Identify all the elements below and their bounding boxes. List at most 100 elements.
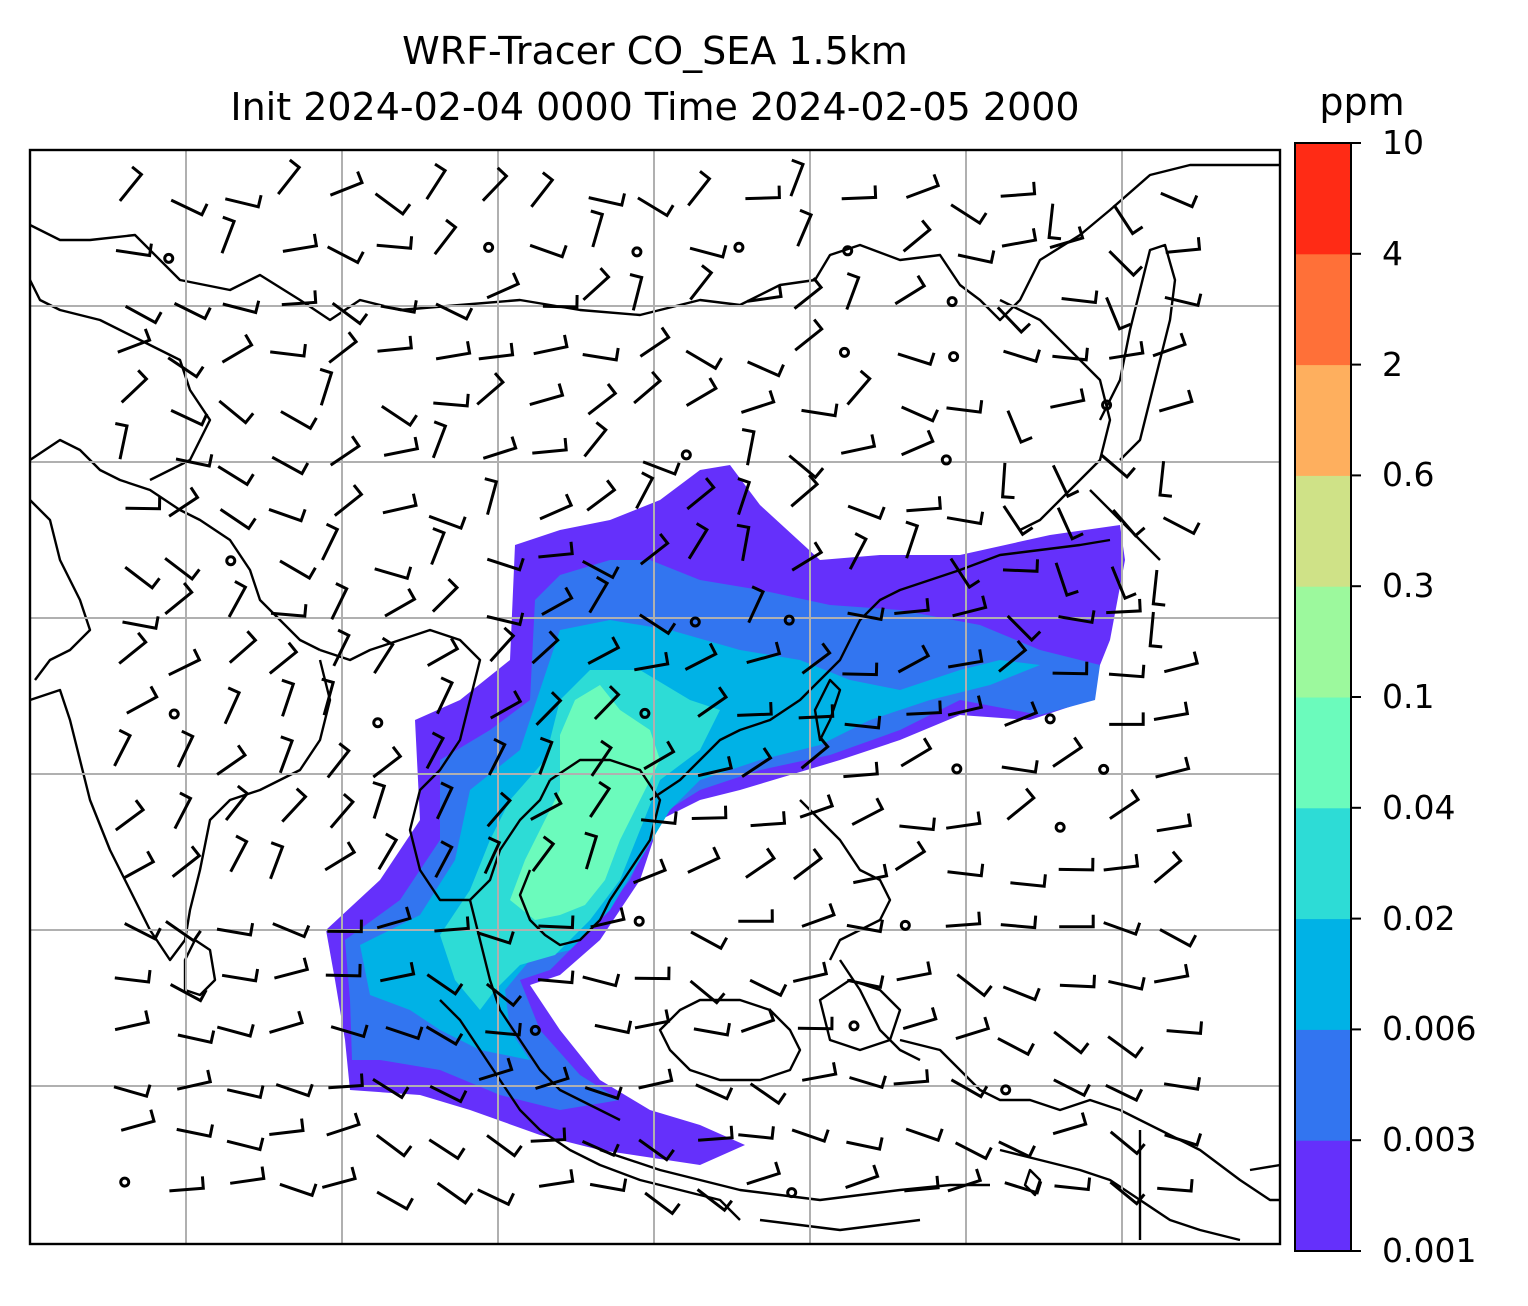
wind-barb bbox=[113, 728, 133, 767]
wind-barb bbox=[1061, 290, 1099, 305]
wind-barb bbox=[894, 840, 927, 872]
wind-barb bbox=[789, 158, 805, 197]
wind-barb bbox=[945, 911, 982, 928]
colorbar-tick-label: 0.04 bbox=[1382, 787, 1456, 827]
wind-barb bbox=[846, 919, 884, 934]
calm-wind-marker bbox=[838, 346, 850, 358]
wind-barb bbox=[533, 334, 569, 356]
calm-wind-marker bbox=[783, 614, 795, 626]
wind-barb bbox=[426, 973, 464, 996]
wind-barb bbox=[738, 1126, 775, 1140]
wind-barb bbox=[274, 957, 310, 980]
wind-barb bbox=[589, 780, 612, 818]
wind-barb bbox=[324, 841, 357, 872]
wind-barb bbox=[800, 736, 830, 770]
wind-barb bbox=[900, 405, 939, 423]
wind-barb bbox=[956, 973, 993, 998]
wind-barb bbox=[745, 185, 781, 201]
wind-barb bbox=[697, 1125, 734, 1142]
wind-barb bbox=[746, 641, 782, 665]
wind-barb bbox=[530, 792, 563, 821]
wind-barb bbox=[168, 486, 200, 518]
wind-barb bbox=[535, 691, 563, 726]
wind-barb bbox=[998, 1140, 1036, 1159]
wind-barb bbox=[1163, 1077, 1201, 1091]
wind-barb bbox=[897, 644, 931, 674]
wind-barb bbox=[218, 399, 255, 425]
calm-wind-marker bbox=[163, 252, 175, 264]
wind-barb bbox=[590, 209, 605, 248]
wind-barb bbox=[1053, 1030, 1090, 1055]
wind-barb bbox=[279, 559, 317, 581]
calm-wind-marker bbox=[1044, 713, 1056, 725]
wind-barb bbox=[270, 343, 307, 358]
wind-barb bbox=[532, 437, 568, 455]
wind-barb bbox=[846, 1137, 884, 1151]
wind-barb bbox=[901, 429, 935, 457]
wind-barb bbox=[272, 922, 311, 939]
wind-barb bbox=[477, 1188, 515, 1207]
colorbar-segment bbox=[1295, 1140, 1351, 1252]
calm-wind-marker bbox=[946, 296, 958, 308]
wind-barb bbox=[1052, 347, 1089, 362]
wind-barb bbox=[124, 922, 162, 941]
wind-barb bbox=[634, 1009, 671, 1030]
wind-barb bbox=[586, 479, 617, 512]
wind-barb bbox=[435, 341, 472, 361]
wind-barb bbox=[788, 454, 825, 480]
wind-barb bbox=[902, 219, 932, 253]
wind-barb bbox=[1100, 453, 1136, 480]
wind-barb bbox=[216, 922, 255, 937]
wind-barb bbox=[1059, 974, 1096, 989]
colorbar-tick-label: 0.3 bbox=[1382, 566, 1435, 606]
wind-barb bbox=[326, 245, 365, 265]
wind-barb bbox=[845, 1164, 880, 1190]
wind-barb bbox=[845, 272, 861, 311]
wind-barb bbox=[326, 742, 351, 779]
calm-wind-marker bbox=[225, 555, 237, 567]
wind-barb bbox=[118, 631, 148, 665]
wind-barb bbox=[435, 302, 474, 321]
wind-barb bbox=[1052, 1112, 1088, 1136]
calm-wind-marker bbox=[899, 919, 911, 931]
wind-barb bbox=[740, 390, 776, 414]
wind-barb bbox=[582, 347, 620, 362]
wind-barb bbox=[1153, 850, 1183, 884]
wind-barb bbox=[844, 715, 882, 730]
wind-barb bbox=[1006, 614, 1042, 643]
wind-barb bbox=[594, 1020, 633, 1035]
wind-barb bbox=[1001, 228, 1038, 248]
colorbar-unit-label: ppm bbox=[1319, 80, 1405, 124]
wind-barb bbox=[587, 382, 618, 416]
colorbar bbox=[1295, 142, 1361, 1252]
wind-barb bbox=[1148, 611, 1163, 649]
colorbar-segment bbox=[1295, 1029, 1351, 1141]
wind-barb bbox=[1103, 921, 1142, 937]
wind-barb bbox=[530, 171, 555, 208]
wind-barb bbox=[790, 474, 820, 508]
calm-wind-marker bbox=[529, 1024, 541, 1036]
wind-barb bbox=[1000, 915, 1038, 930]
wind-barb bbox=[897, 352, 936, 367]
wind-barb bbox=[269, 841, 285, 880]
wind-barb bbox=[425, 1025, 464, 1047]
calm-wind-marker bbox=[689, 616, 701, 628]
wind-barb bbox=[1002, 505, 1034, 537]
wind-barb bbox=[640, 811, 678, 826]
wind-barb bbox=[429, 1084, 468, 1104]
wind-barb bbox=[847, 607, 885, 622]
wind-barb bbox=[321, 1166, 357, 1189]
wind-barb bbox=[589, 1178, 628, 1193]
wind-barb bbox=[791, 1128, 830, 1144]
wind-barb bbox=[791, 541, 824, 572]
wind-barb bbox=[1051, 464, 1080, 499]
wind-barb bbox=[539, 493, 574, 521]
wind-barb bbox=[695, 1083, 734, 1101]
wind-barb bbox=[1106, 598, 1142, 615]
wind-barb bbox=[333, 484, 364, 517]
wind-barb bbox=[691, 805, 728, 820]
wind-barb bbox=[738, 909, 774, 923]
wind-barb bbox=[485, 1022, 522, 1037]
wind-barb bbox=[372, 745, 403, 779]
wind-barb bbox=[228, 630, 258, 664]
